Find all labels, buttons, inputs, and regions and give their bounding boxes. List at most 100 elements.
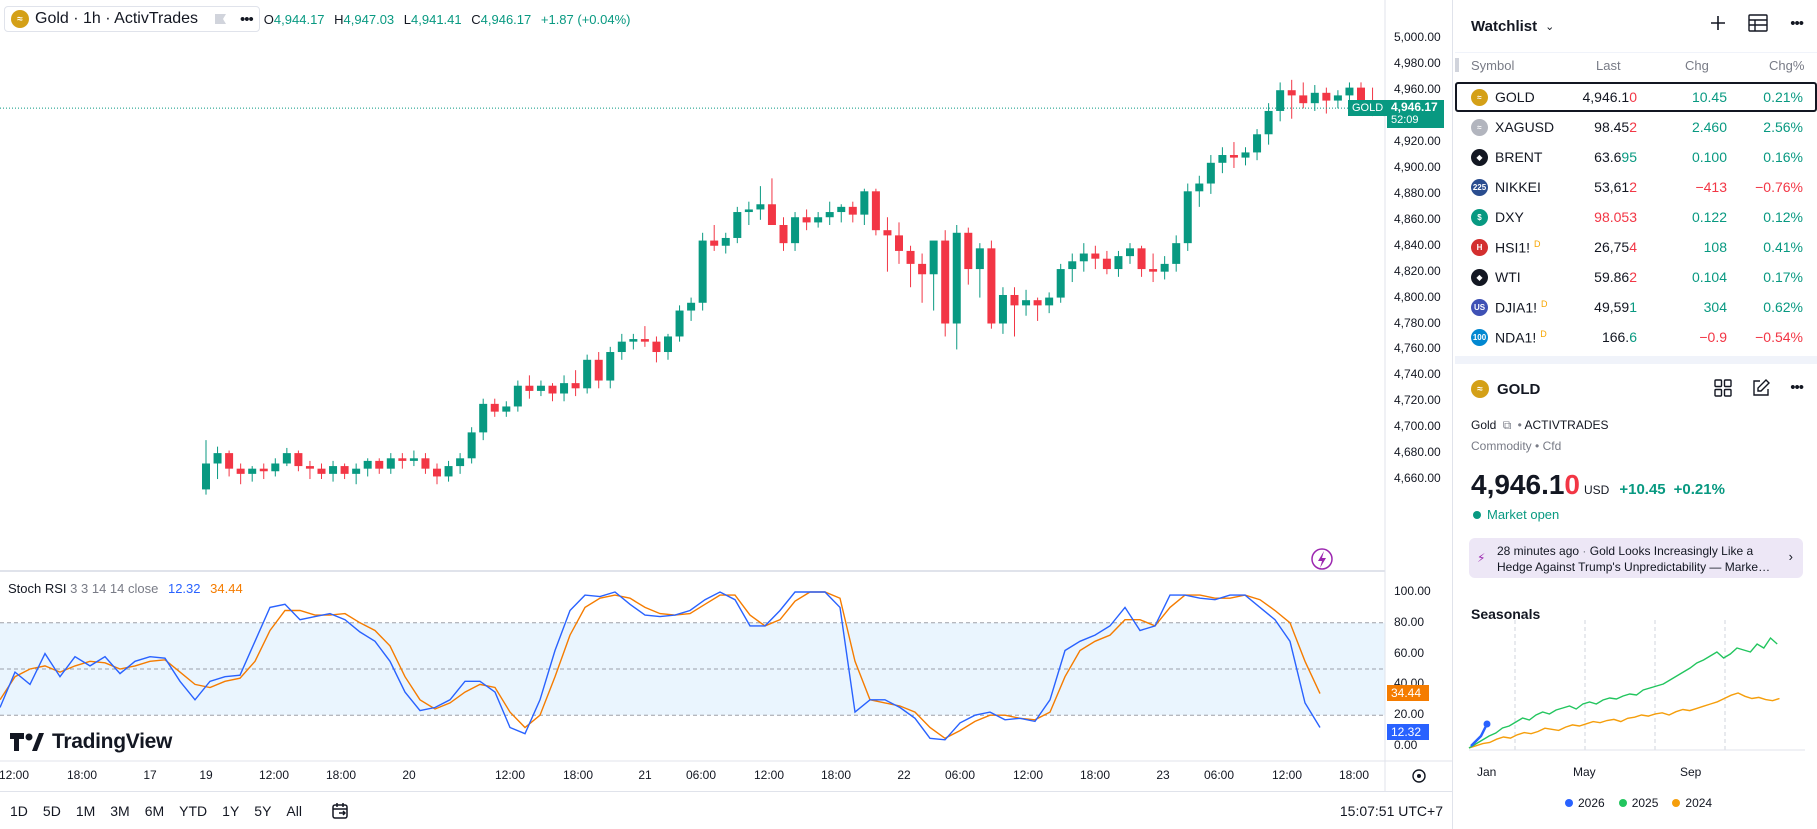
range-ytd[interactable]: YTD [179,802,208,819]
seasonals-month-label: Sep [1680,765,1702,779]
details-symbol[interactable]: GOLD [1497,380,1541,398]
candle [871,188,880,236]
candle-body [837,206,846,213]
candle [779,217,788,251]
grid-icon[interactable] [1714,379,1732,397]
candle [583,354,592,394]
watchlist-row[interactable]: H HSI1! D 26,754 108 0.41% [1455,232,1817,262]
external-link-icon[interactable]: ⧉ [1502,418,1512,432]
price-change: +10.45 [1619,481,1666,498]
watchlist-row[interactable]: 100 NDA1! D 166.6 −0.9 −0.54% [1455,322,1817,352]
flag-icon[interactable] [214,13,228,25]
col-chgp[interactable]: Chg% [1769,58,1805,73]
watchlist-row[interactable]: ◆ BRENT 63.695 0.100 0.16% [1455,142,1817,172]
candle-body [918,263,927,275]
row-symbol: HSI1! D [1495,239,1541,256]
seasonals-legend-item[interactable]: 2026 [1565,796,1605,810]
col-symbol[interactable]: Symbol [1471,58,1515,73]
legend-label: 2026 [1578,796,1605,810]
candle-body [421,458,430,469]
chevron-down-icon[interactable]: ⌄ [1545,20,1555,33]
gear-icon [1412,769,1426,783]
candle [710,225,719,251]
legend-label: 2025 [1631,796,1659,810]
col-chg[interactable]: Chg [1685,58,1709,73]
bottom-toolbar: 1D 5D 1M 3M 6M YTD 1Y 5Y All 15:07:51 UTC+7 [0,791,1453,829]
more-icon[interactable]: ••• [240,10,254,28]
row-last-main: 59.86 [1594,269,1630,285]
chart-canvas[interactable] [0,0,1453,791]
candle [906,245,915,288]
seasonals-legend-item[interactable]: 2025 [1618,796,1659,810]
row-last-main: 49,59 [1594,299,1630,315]
candle [409,450,418,467]
candle [791,212,800,251]
candle-body [710,240,719,246]
details-name[interactable]: Gold [1471,418,1497,432]
candle-body [1079,253,1088,262]
tradingview-wordmark: TradingView [52,730,173,753]
row-last-tick: 0 [1629,89,1637,105]
candle [664,333,672,360]
watchlist-row[interactable]: ≈ GOLD 4,946.10 10.45 0.21% [1455,82,1817,112]
advanced-view-icon[interactable] [1748,14,1768,32]
news-item[interactable]: ⚡ 28 minutes ago · Gold Looks Increasing… [1469,538,1803,578]
range-5y[interactable]: 5Y [254,802,272,819]
panel-divider [1455,356,1817,364]
open-value: 4,944.17 [273,11,325,27]
watchlist-row[interactable]: ≈ XAGUSD 98.452 2.460 2.56% [1455,112,1817,142]
watchlist-row[interactable]: $ DXY 98.053 0.122 0.12% [1455,202,1817,232]
seasonals-chart[interactable]: Jan May Sep [1455,600,1817,790]
gear-icon-hub [1417,774,1421,778]
range-1y[interactable]: 1Y [222,802,240,819]
row-last-tick: 2 [1629,179,1637,195]
candle [548,383,557,402]
row-chgp: 0.41% [1763,239,1803,255]
more-icon[interactable]: ••• [1790,14,1804,32]
row-last-tick: 4 [1629,239,1637,255]
candle-body [1264,110,1273,135]
chevron-right-icon[interactable]: › [1788,549,1793,564]
calendar-goto-icon[interactable] [331,802,349,820]
candle-body [409,458,418,461]
range-1m[interactable]: 1M [75,802,96,819]
candle-body [571,383,580,389]
symbol-selector[interactable]: ≈ Gold · 1h · ActivTrades ••• [4,6,260,32]
candle [1218,147,1227,174]
range-6m[interactable]: 6M [144,802,165,819]
stoch-rsi-legend[interactable]: Stoch RSI 3 3 14 14 close 12.32 34.44 [8,581,243,596]
watchlist-row[interactable]: US DJIA1! D 49,591 304 0.62% [1455,292,1817,322]
clock[interactable]: 15:07:51 UTC+7 [1339,803,1443,819]
candle-body [791,217,800,244]
row-last-tick: 2 [1629,269,1637,285]
seasonals-month-label: May [1573,765,1596,779]
candle-body [502,406,511,412]
market-status[interactable]: Market open [1455,507,1817,522]
add-symbol-icon[interactable] [1710,15,1726,31]
candle [294,450,303,472]
candle [317,463,326,480]
chart-area[interactable]: ≈ Gold · 1h · ActivTrades ••• O4,944.17 … [0,0,1453,829]
col-last[interactable]: Last [1596,58,1621,73]
watchlist-row[interactable]: 225 NIKKEI 53,612 −413 −0.76% [1455,172,1817,202]
edit-note-icon[interactable] [1752,379,1771,397]
range-3m[interactable]: 3M [110,802,130,819]
candle-body [1345,87,1354,96]
range-all[interactable]: All [286,802,302,819]
candle [1241,147,1250,166]
seasonals-legend-item[interactable]: 2024 [1672,796,1712,810]
range-5d[interactable]: 5D [42,802,61,819]
candle [1322,87,1331,114]
candle-body [1229,155,1238,158]
watchlist-row[interactable]: ◆ WTI 59.862 0.104 0.17% [1455,262,1817,292]
candle-body [964,232,973,270]
more-icon[interactable]: ••• [1790,379,1804,396]
details-exchange[interactable]: ACTIVTRADES [1524,418,1609,432]
candle [1033,297,1042,321]
seasonals-title[interactable]: Seasonals [1471,606,1541,622]
watchlist-title[interactable]: Watchlist [1471,17,1538,35]
tradingview-logo[interactable]: TradingView [10,730,172,754]
column-resize-handle[interactable] [1455,58,1459,72]
candle [363,458,372,477]
range-1d[interactable]: 1D [10,802,28,819]
